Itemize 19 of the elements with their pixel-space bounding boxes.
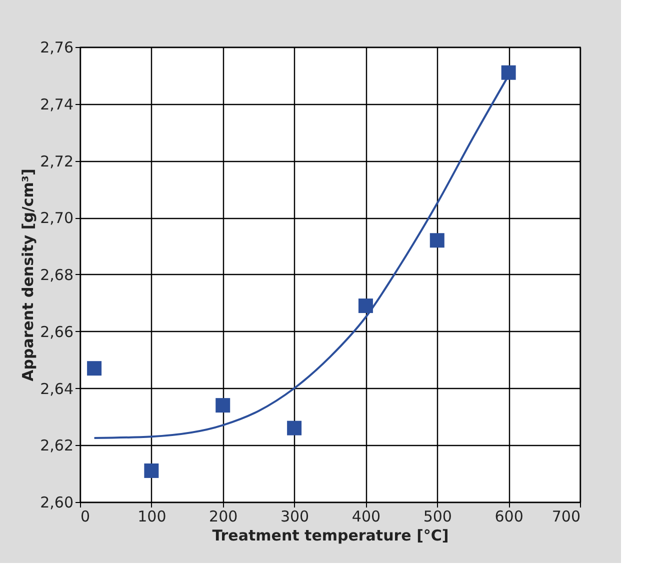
y-tick-label: 2,68 [40,266,74,284]
y-tick-label: 2,74 [40,95,74,114]
x-tick-label: 200 [209,508,238,526]
y-tick-label: 2,66 [40,322,74,341]
y-tick-label: 2,76 [40,38,74,56]
y-tick-label: 2,70 [40,209,74,228]
x-tick-label: 400 [352,508,381,526]
x-tick-label: 700 [552,508,580,526]
x-axis-title: Treatment temperature [°C] [212,526,449,544]
x-tick-label: 100 [138,508,166,526]
y-tick-label: 2,72 [40,152,74,170]
y-tick-label: 2,62 [40,436,74,455]
x-tick-label: 300 [280,508,310,526]
x-tick-label: 600 [494,508,524,526]
x-tick-label: 500 [423,508,452,526]
y-axis-title: Apparent density [g/cm³] [19,168,38,382]
y-tick-label: 2,64 [40,380,74,398]
x-tick-label: 0 [80,508,90,526]
y-tick-label: 2,60 [40,494,74,512]
